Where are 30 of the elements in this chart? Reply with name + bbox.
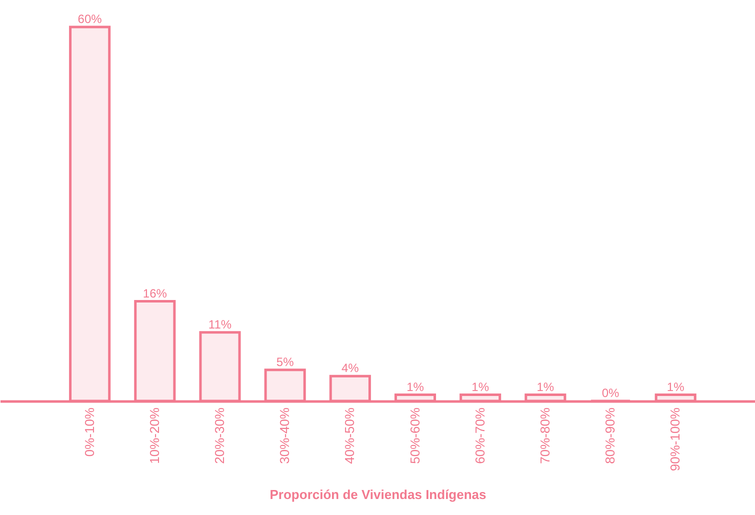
data-label: 0% [602, 386, 620, 400]
data-label: 1% [536, 380, 554, 394]
bar [394, 394, 436, 402]
x-tick-label: 10%-20% [146, 407, 162, 464]
data-label: 4% [341, 361, 360, 376]
x-tick-label: 70%-80% [537, 407, 552, 464]
data-label: 1% [666, 380, 685, 394]
x-tick-label: 50%-60% [407, 407, 422, 464]
x-tick-label: 0%-10% [82, 407, 97, 457]
bar [524, 394, 566, 402]
data-label: 16% [142, 286, 168, 300]
x-axis-title: Proporción de Viviendas Indígenas [270, 487, 486, 502]
bar [199, 331, 241, 402]
data-label: 1% [406, 380, 424, 394]
bar [654, 394, 696, 402]
x-tick-label: 60%-70% [472, 407, 488, 464]
x-tick-label: 80%-90% [602, 407, 618, 464]
data-label: 1% [472, 380, 490, 394]
data-label: 60% [78, 12, 102, 26]
data-label: 11% [208, 317, 232, 332]
x-tick-label: 40%-50% [342, 407, 358, 464]
bar [460, 394, 502, 402]
bar [264, 368, 306, 402]
x-tick-label: 30%-40% [277, 407, 292, 464]
bar [69, 26, 111, 402]
x-tick-label: 90%-100% [668, 407, 683, 472]
data-label: 5% [276, 354, 294, 369]
x-tick-label: 20%-30% [212, 407, 227, 464]
bar [134, 300, 176, 402]
bar [329, 374, 371, 402]
